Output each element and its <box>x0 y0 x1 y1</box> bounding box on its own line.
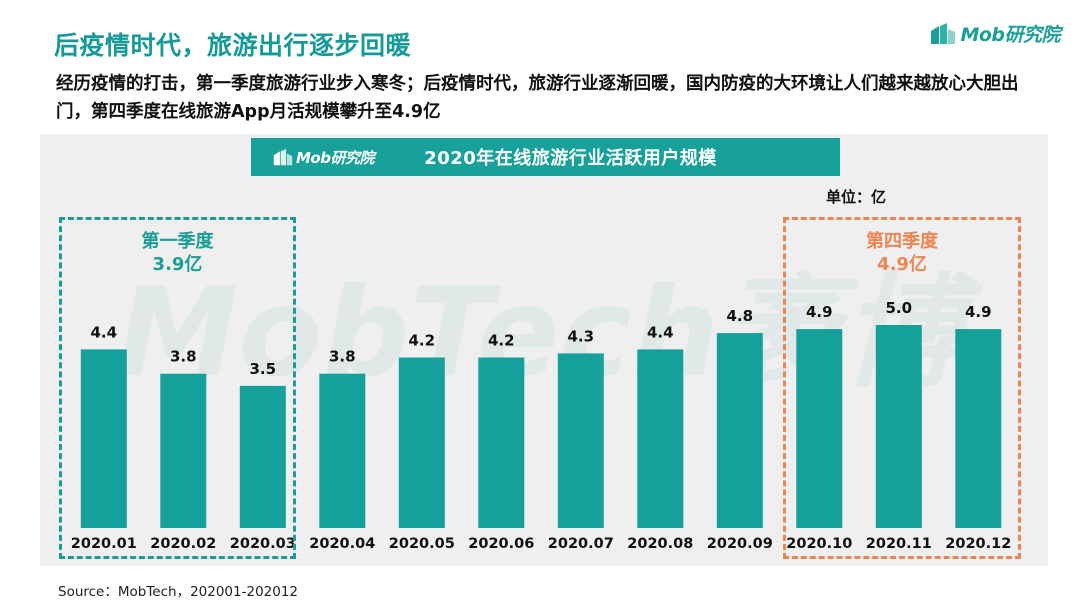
value-label: 5.0 <box>886 299 913 317</box>
bar-2020.01 <box>80 349 127 528</box>
page-subtitle: 经历疫情的打击，第一季度旅游行业步入寒冬；后疫情时代，旅游行业逐渐回暖，国内防疫… <box>56 74 1019 122</box>
bar-2020.05 <box>398 357 445 528</box>
category-label: 2020.02 <box>150 536 216 552</box>
value-label: 4.9 <box>806 303 833 321</box>
value-label: 3.5 <box>250 360 277 378</box>
source-note: Source：MobTech，202001-202012 <box>58 584 299 600</box>
category-label: 2020.11 <box>866 536 932 552</box>
category-label: 2020.06 <box>468 536 534 552</box>
category-label: 2020.12 <box>945 536 1011 552</box>
logo-text: Mob研究院 <box>960 24 1060 46</box>
value-label: 4.4 <box>647 323 674 341</box>
category-label: 2020.01 <box>71 536 137 552</box>
bar-2020.04 <box>319 373 366 528</box>
chart-title: 2020年在线旅游行业活跃用户规模 <box>424 148 717 169</box>
page-title: 后疫情时代，旅游出行逐步回暖 <box>54 31 412 60</box>
category-label: 2020.08 <box>627 536 693 552</box>
category-label: 2020.05 <box>389 536 455 552</box>
bar-2020.10 <box>796 329 843 528</box>
category-label: 2020.07 <box>548 536 614 552</box>
category-label: 2020.09 <box>707 536 773 552</box>
bar-2020.07 <box>557 353 604 528</box>
chart-header-logo: Mob研究院 <box>251 147 374 168</box>
value-label: 3.8 <box>170 348 197 366</box>
q1-callout-box: 第一季度 3.9亿 <box>59 217 296 559</box>
value-label: 4.3 <box>568 327 595 345</box>
category-label: 2020.04 <box>309 536 375 552</box>
brand-logo: Mob研究院 <box>930 20 1060 47</box>
q4-callout-box: 第四季度 4.9亿 <box>783 217 1021 559</box>
value-label: 4.2 <box>409 332 436 350</box>
mob-logo-icon <box>931 22 956 44</box>
bar-2020.06 <box>478 357 525 528</box>
mob-logo-icon <box>273 148 293 165</box>
q4-callout: 第四季度 4.9亿 <box>786 230 1018 276</box>
category-label: 2020.03 <box>230 536 296 552</box>
value-label: 4.2 <box>488 332 515 350</box>
chart-header: Mob研究院 2020年在线旅游行业活跃用户规模 <box>251 138 840 176</box>
bar-2020.11 <box>875 325 922 528</box>
value-label: 4.8 <box>727 307 754 325</box>
bar-2020.12 <box>955 329 1002 528</box>
value-label: 3.8 <box>329 348 356 366</box>
bar-2020.02 <box>160 373 207 528</box>
q4-callout-value: 4.9亿 <box>877 254 927 275</box>
q1-callout: 第一季度 3.9亿 <box>62 230 293 276</box>
value-label: 4.9 <box>965 303 992 321</box>
bar-2020.09 <box>716 333 763 528</box>
q1-callout-name: 第一季度 <box>141 231 214 252</box>
q1-callout-value: 3.9亿 <box>152 254 203 275</box>
q4-callout-name: 第四季度 <box>866 231 938 252</box>
category-label: 2020.10 <box>786 536 852 552</box>
value-label: 4.4 <box>91 323 118 341</box>
bar-2020.03 <box>239 385 286 528</box>
bar-2020.08 <box>637 349 684 528</box>
chart-header-logo-text: Mob研究院 <box>296 148 374 167</box>
unit-label: 单位：亿 <box>826 188 887 206</box>
